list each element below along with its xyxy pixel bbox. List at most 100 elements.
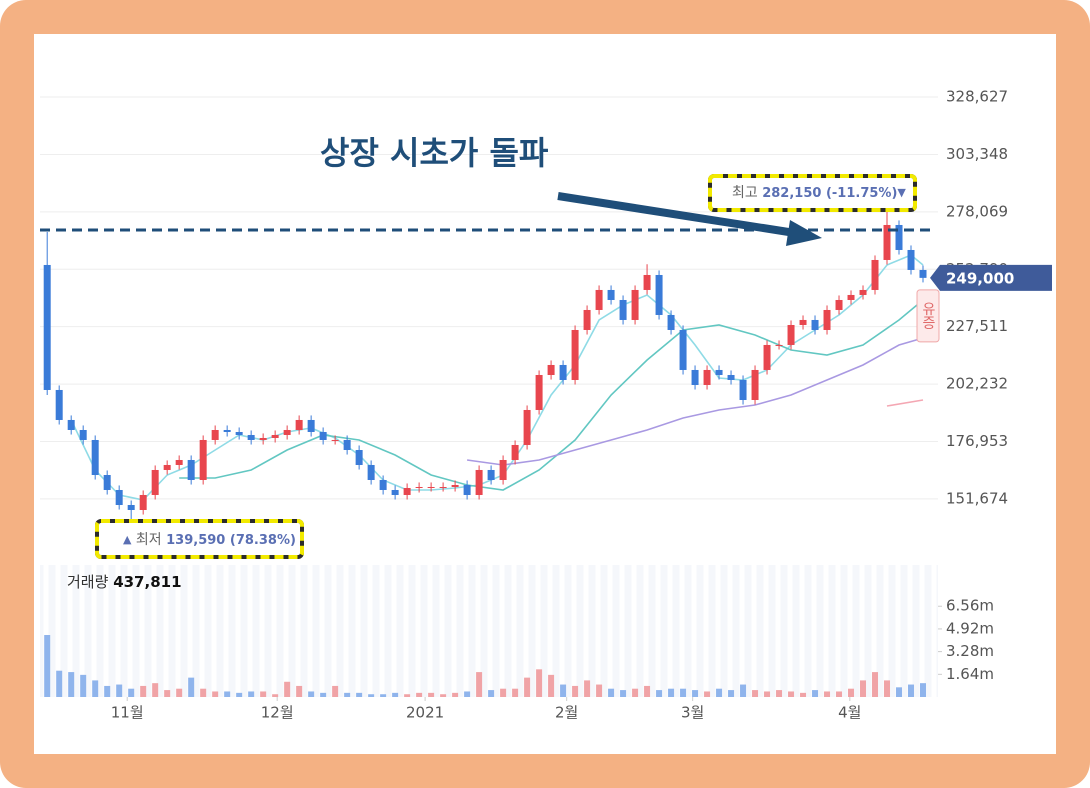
candle-body — [271, 434, 279, 438]
volume-bar — [476, 672, 483, 697]
volume-bar — [680, 688, 687, 697]
candle-body — [91, 439, 99, 476]
volume-bar — [392, 692, 399, 697]
volume-bar — [152, 683, 159, 697]
volume-bar — [80, 674, 87, 697]
volume-bar — [644, 685, 651, 697]
volume-tick-label: 6.56m — [946, 597, 994, 615]
volume-bar — [428, 692, 435, 697]
candle-body — [499, 459, 507, 480]
last-price-label: 249,000 — [946, 269, 1014, 287]
low-marker: ▲ 최저 139,590 (78.38%) — [123, 532, 296, 548]
volume-bar — [344, 692, 351, 697]
volume-bar — [512, 688, 519, 697]
candle-body — [403, 487, 411, 495]
volume-bar — [836, 691, 843, 697]
y-tick-label: 278,069 — [946, 202, 1008, 220]
candle-body — [487, 469, 495, 480]
annotation-arrow — [557, 192, 796, 237]
candle-body — [199, 439, 207, 480]
high-marker: 최고 282,150 (-11.75%)▼ — [732, 185, 906, 201]
x-tick-label: 4월 — [838, 704, 861, 722]
moving-average — [466, 337, 924, 466]
volume-bar — [452, 692, 459, 697]
volume-bar — [908, 684, 915, 697]
candle-body — [823, 309, 831, 330]
candle-body — [283, 429, 291, 435]
x-tick-label: 11월 — [111, 704, 144, 722]
candle-body — [175, 459, 183, 465]
candle-body — [811, 319, 819, 330]
candle-body — [847, 294, 855, 300]
candles — [43, 202, 927, 527]
volume-bar — [884, 680, 891, 697]
candle-body — [631, 289, 639, 320]
volume-bar — [920, 683, 927, 697]
candle-body — [247, 434, 255, 440]
volume-bar — [368, 694, 375, 697]
volume-bar — [164, 690, 171, 697]
y-tick-label: 303,348 — [946, 145, 1008, 163]
volume-bar — [824, 691, 831, 697]
candle-body — [571, 329, 579, 380]
candle-body — [295, 419, 303, 430]
candle-body — [307, 419, 315, 432]
y-tick-label: 227,511 — [946, 317, 1008, 335]
volume-bar — [548, 674, 555, 697]
candle-body — [763, 344, 771, 370]
volume-bars — [44, 635, 927, 697]
candle-body — [595, 289, 603, 310]
volume-bar — [128, 688, 135, 697]
candle-body — [223, 429, 231, 432]
candle-body — [343, 439, 351, 451]
candle-body — [559, 364, 567, 380]
candle-body — [871, 259, 879, 290]
x-tick-label: 2월 — [555, 704, 578, 722]
candle-body — [355, 450, 363, 465]
volume-bar — [116, 684, 123, 697]
annotation-arrowhead — [786, 220, 822, 246]
candle-body — [703, 369, 711, 385]
candle-body — [163, 464, 171, 470]
volume-bar — [332, 685, 339, 697]
volume-bar — [380, 694, 387, 697]
volume-bar — [296, 685, 303, 697]
candle-body — [751, 369, 759, 400]
candle-body — [139, 494, 147, 510]
volume-bar — [776, 690, 783, 697]
volume-bar — [260, 691, 267, 697]
volume-stripes — [43, 565, 937, 697]
volume-bar — [404, 694, 411, 697]
volume-bar — [536, 669, 543, 697]
event-tag-box — [916, 289, 940, 343]
x-tick-label: 3월 — [681, 704, 704, 722]
volume-header: 거래량 437,811 — [67, 573, 182, 591]
candle-body — [391, 489, 399, 495]
volume-bar — [560, 684, 567, 697]
volume-bar — [740, 684, 747, 697]
candle-body — [799, 319, 807, 325]
volume-bar — [584, 680, 591, 697]
candle-body — [103, 475, 111, 490]
volume-bar — [236, 692, 243, 697]
volume-tick-label: 3.28m — [946, 642, 994, 660]
x-tick-label: 12월 — [261, 704, 294, 722]
volume-bar — [464, 691, 471, 697]
candle-body — [331, 439, 339, 441]
low-marker-text: 139,590 (78.38%) — [166, 533, 296, 548]
y-tick-label: 328,627 — [946, 88, 1008, 106]
volume-bar — [500, 688, 507, 697]
candle-body — [79, 429, 87, 440]
volume-bar — [752, 690, 759, 697]
volume-bar — [608, 688, 615, 697]
volume-tick-label: 4.92m — [946, 619, 994, 637]
volume-bar — [488, 690, 495, 697]
candle-body — [115, 489, 123, 506]
volume-current: 437,811 — [113, 573, 181, 591]
volume-bar — [320, 692, 327, 697]
candle-body — [691, 369, 699, 385]
volume-bar — [56, 670, 63, 697]
volume-bar — [440, 694, 447, 697]
high-marker-label: 최고 — [732, 185, 758, 201]
